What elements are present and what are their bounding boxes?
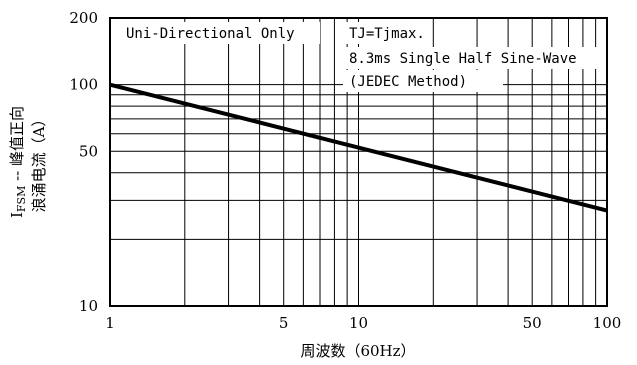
y-tick-label: 10 [79, 297, 98, 315]
x-axis-label: 周波数（60Hz） [300, 342, 415, 360]
x-tick-label: 1 [105, 314, 115, 332]
x-tick-label: 50 [523, 314, 542, 332]
y-tick-label: 100 [69, 76, 98, 94]
y-axis-label-line1: IFSM -- 峰值正向 [8, 106, 28, 218]
x-tick-labels: 1 5 10 50 100 [105, 314, 621, 332]
x-tick-label: 100 [593, 314, 622, 332]
y-axis-label-line2: 浪涌电流（A） [30, 112, 48, 213]
series-layer [109, 82, 608, 213]
annotation-mask-1 [117, 22, 320, 44]
x-tick-label: 10 [349, 314, 368, 332]
series-line [109, 82, 608, 213]
annotation-mask-2 [343, 22, 429, 44]
y-axis-label-2: 浪涌电流（A） [30, 112, 48, 213]
annotation-uni-directional: Uni-Directional Only [126, 26, 295, 42]
x-tick-label: 5 [279, 314, 289, 332]
y-axis-label: IFSM -- 峰值正向 [8, 106, 28, 218]
annotation-mask-3 [343, 47, 605, 69]
y-axis-label-subscript: FSM [15, 186, 28, 212]
y-tick-label: 200 [69, 9, 98, 27]
annotation-mask-4 [343, 70, 503, 92]
y-tick-labels: 10 50 100 200 [69, 9, 98, 315]
y-axis-label-description: -- 峰值正向 [8, 106, 26, 186]
y-axis-label-symbol: I [8, 212, 26, 218]
annotation-tj: TJ=Tjmax. [349, 26, 425, 42]
y-tick-label: 50 [79, 142, 98, 160]
annotation-jedec: (JEDEC Method) [349, 74, 467, 90]
plot-frame [109, 17, 608, 307]
annotation-half-sine: 8.3ms Single Half Sine-Wave [349, 51, 577, 67]
